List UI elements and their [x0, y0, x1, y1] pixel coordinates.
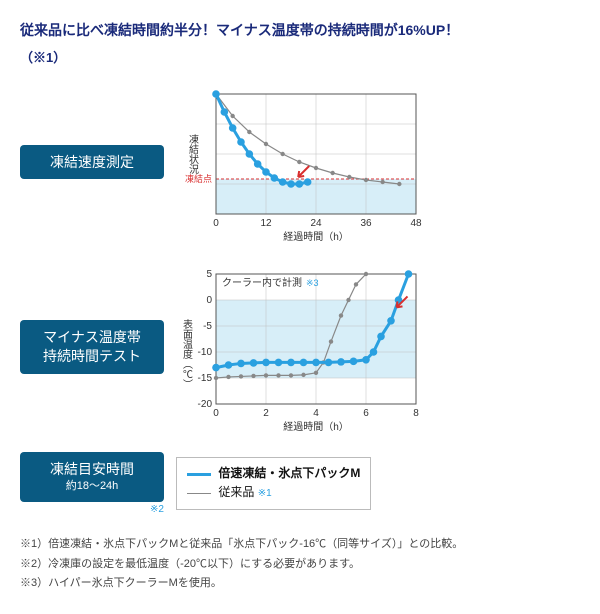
- svg-text:-5: -5: [203, 321, 212, 332]
- svg-text:0: 0: [213, 408, 219, 419]
- badge-guide-sub: 約18〜24h: [32, 479, 152, 494]
- svg-text:経過時間（h）: 経過時間（h）: [283, 420, 349, 432]
- badge-guide: 凍結目安時間 約18〜24h: [20, 452, 164, 502]
- legend-prev-note: ※1: [258, 488, 272, 499]
- svg-text:経過時間（h）: 経過時間（h）: [283, 230, 349, 242]
- chart-duration-test: 0 2 4 6 8 5 0 -5 -10 -15 -20 クーラー内で計測 ※3 経過時間（h） 表面温度（…: [176, 262, 426, 432]
- svg-text:0: 0: [206, 295, 212, 306]
- badge-guide-note: ※2: [20, 504, 164, 515]
- svg-text:-10: -10: [198, 347, 213, 358]
- freeze-speed-block: 凍結速度測定 0 12 24 36 48 凍結点経過時間（h） 凍結状況: [20, 82, 580, 242]
- footnotes: ※1）倍速凍結・氷点下パックMと従来品「氷点下パック-16℃（同等サイズ）」との…: [20, 535, 580, 594]
- legend-fast-swatch: [187, 473, 211, 476]
- svg-text:表面温度（℃）: 表面温度（℃）: [181, 318, 193, 389]
- svg-text:48: 48: [410, 218, 422, 229]
- legend-prev-label: 従来品: [218, 485, 254, 499]
- legend-fast: 倍速凍結・氷点下パックM: [187, 464, 360, 483]
- legend-prev: 従来品 ※1: [187, 483, 360, 502]
- svg-text:凍結状況: 凍結状況: [187, 133, 199, 175]
- legend-fast-label: 倍速凍結・氷点下パックM: [218, 466, 360, 480]
- headline-note: （※1）: [20, 47, 580, 66]
- badge-guide-title: 凍結目安時間: [32, 460, 152, 479]
- svg-text:クーラー内で計測: クーラー内で計測: [222, 276, 302, 289]
- svg-text:凍結点: 凍結点: [185, 173, 212, 184]
- svg-text:2: 2: [263, 408, 269, 419]
- badge-duration-test: マイナス温度帯 持続時間テスト: [20, 320, 164, 374]
- guide-block: 凍結目安時間 約18〜24h ※2 倍速凍結・氷点下パックM 従来品 ※1: [20, 452, 580, 515]
- chart-freeze-speed: 0 12 24 36 48 凍結点経過時間（h） 凍結状況: [176, 82, 426, 242]
- svg-text:0: 0: [213, 218, 219, 229]
- footnote-2: ※2）冷凍庫の設定を最低温度（-20℃以下）にする必要があります。: [20, 555, 580, 575]
- duration-test-block: マイナス温度帯 持続時間テスト 0 2 4 6 8 5 0 -5 -10 -15 -20 クーラー内で…: [20, 262, 580, 432]
- svg-text:24: 24: [310, 218, 322, 229]
- svg-text:4: 4: [313, 408, 319, 419]
- svg-text:6: 6: [363, 408, 369, 419]
- svg-text:-15: -15: [198, 373, 213, 384]
- legend-prev-swatch: [187, 493, 211, 494]
- svg-text:5: 5: [206, 269, 212, 280]
- svg-text:-20: -20: [198, 399, 213, 410]
- svg-text:8: 8: [413, 408, 419, 419]
- footnote-3: ※3）ハイパー氷点下クーラーMを使用。: [20, 574, 580, 594]
- svg-text:36: 36: [360, 218, 372, 229]
- svg-text:※3: ※3: [306, 278, 319, 288]
- svg-text:12: 12: [260, 218, 272, 229]
- badge-freeze-test: 凍結速度測定: [20, 145, 164, 180]
- headline: 従来品に比べ凍結時間約半分！マイナス温度帯の持続時間が16%UP！: [20, 20, 580, 41]
- legend: 倍速凍結・氷点下パックM 従来品 ※1: [176, 457, 371, 509]
- footnote-1: ※1）倍速凍結・氷点下パックMと従来品「氷点下パック-16℃（同等サイズ）」との…: [20, 535, 580, 555]
